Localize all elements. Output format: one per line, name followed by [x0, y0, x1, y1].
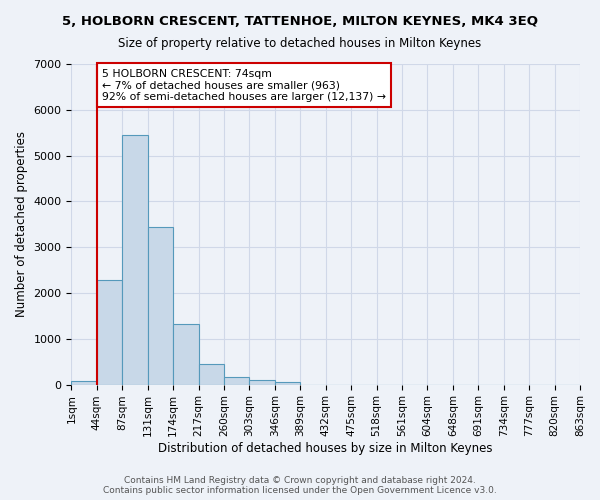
Bar [173, 324, 199, 384]
Text: 5, HOLBORN CRESCENT, TATTENHOE, MILTON KEYNES, MK4 3EQ: 5, HOLBORN CRESCENT, TATTENHOE, MILTON K… [62, 15, 538, 28]
X-axis label: Distribution of detached houses by size in Milton Keynes: Distribution of detached houses by size … [158, 442, 493, 455]
Bar [71, 381, 97, 384]
Bar [199, 364, 224, 384]
Text: Size of property relative to detached houses in Milton Keynes: Size of property relative to detached ho… [118, 38, 482, 51]
Bar [122, 135, 148, 384]
Text: Contains HM Land Registry data © Crown copyright and database right 2024.
Contai: Contains HM Land Registry data © Crown c… [103, 476, 497, 495]
Text: 5 HOLBORN CRESCENT: 74sqm
← 7% of detached houses are smaller (963)
92% of semi-: 5 HOLBORN CRESCENT: 74sqm ← 7% of detach… [102, 68, 386, 102]
Y-axis label: Number of detached properties: Number of detached properties [15, 132, 28, 318]
Bar [97, 280, 122, 384]
Bar [275, 382, 300, 384]
Bar [224, 377, 250, 384]
Bar [250, 380, 275, 384]
Bar [148, 226, 173, 384]
